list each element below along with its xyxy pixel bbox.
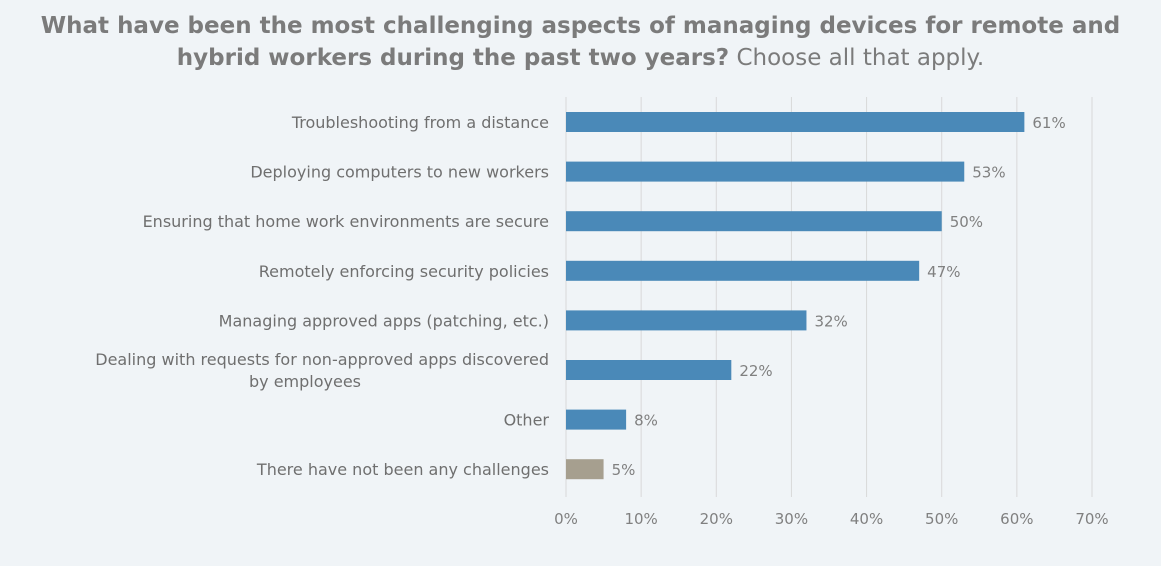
bar <box>566 211 942 232</box>
x-tick-label: 40% <box>850 510 883 528</box>
value-label: 50% <box>950 213 983 231</box>
category-label: Other <box>504 411 550 430</box>
value-label: 61% <box>1032 114 1065 132</box>
bar <box>566 360 732 380</box>
category-label: Deploying computers to new workers <box>250 163 549 182</box>
gridlines <box>565 97 1093 497</box>
x-tick-label: 0% <box>554 510 578 528</box>
bar <box>566 260 920 281</box>
category-label: by employees <box>249 372 361 391</box>
chart-title-question: What have been the most challenging aspe… <box>40 13 1121 71</box>
value-labels: 61% 53% 50% 47% 32% 22% 8% 5% <box>612 114 1066 479</box>
x-axis-ticks: 0% 10% 20% 30% 40% 50% 60% 70% <box>554 510 1109 528</box>
x-tick-label: 60% <box>1000 510 1033 528</box>
chart-title: What have been the most challenging aspe… <box>0 10 1161 74</box>
bar <box>566 310 807 331</box>
value-label: 53% <box>972 164 1005 182</box>
value-label: 47% <box>927 263 960 281</box>
x-tick-label: 20% <box>700 510 733 528</box>
x-tick-label: 50% <box>925 510 958 528</box>
value-label: 32% <box>814 312 847 330</box>
chart-title-instruction: Choose all that apply. <box>736 45 985 71</box>
value-label: 5% <box>612 461 636 479</box>
x-tick-label: 70% <box>1075 510 1108 528</box>
bar <box>566 459 604 480</box>
category-label: Managing approved apps (patching, etc.) <box>219 311 549 330</box>
x-tick-label: 10% <box>624 510 657 528</box>
category-label: Dealing with requests for non-approved a… <box>95 350 549 369</box>
bar <box>566 112 1025 132</box>
value-label: 8% <box>634 412 658 430</box>
bars <box>566 112 1025 480</box>
category-label: Remotely enforcing security policies <box>259 262 549 281</box>
bar <box>566 409 627 430</box>
category-label: Troubleshooting from a distance <box>291 113 549 132</box>
category-label: There have not been any challenges <box>256 460 549 479</box>
category-label: Ensuring that home work environments are… <box>143 212 549 231</box>
bar <box>566 161 965 182</box>
category-labels: Troubleshooting from a distance Deploying… <box>95 113 549 479</box>
x-tick-label: 30% <box>775 510 808 528</box>
value-label: 22% <box>739 362 772 380</box>
